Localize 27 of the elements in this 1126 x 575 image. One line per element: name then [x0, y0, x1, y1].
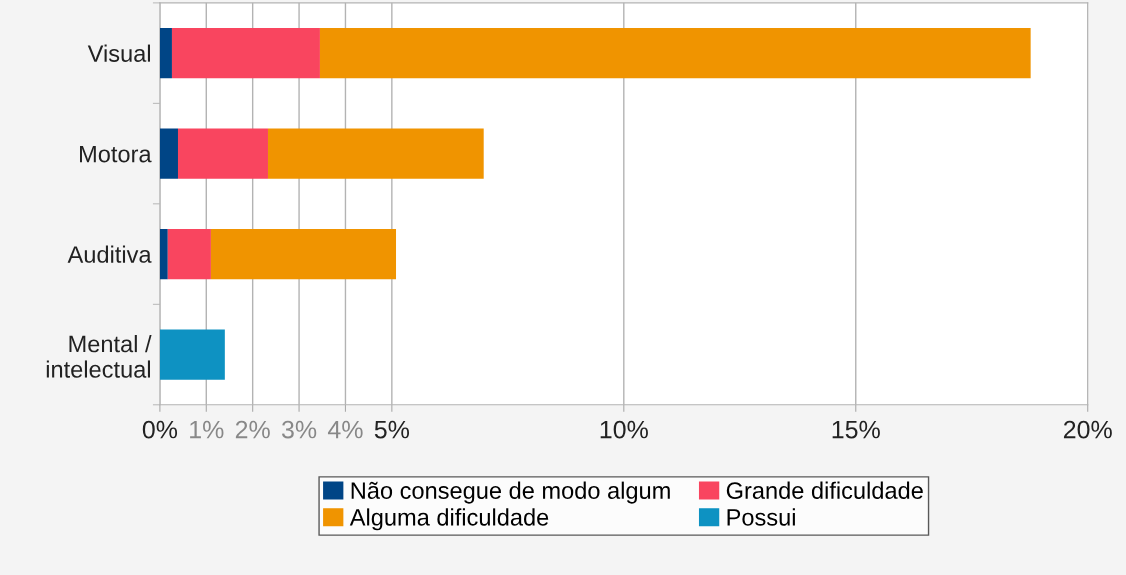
legend-label: Grande dificuldade [726, 481, 923, 499]
bar [319, 28, 1031, 79]
x-tick-label: 15% [832, 420, 880, 439]
bar [159, 329, 225, 380]
legend-label: Possui [727, 508, 795, 526]
bar [159, 28, 172, 79]
bar [177, 128, 268, 179]
y-tick-label: Visual [87, 44, 150, 62]
y-tick-label: Mental / intelectual [46, 335, 152, 378]
x-tick-label: 20% [1063, 420, 1112, 439]
bar [171, 28, 320, 79]
x-tick-label: 10% [600, 420, 648, 439]
x-tick-label: 5% [374, 420, 410, 439]
bar [210, 228, 397, 280]
x-tick-label: 3% [281, 420, 317, 439]
x-tick-label: 1% [190, 420, 224, 439]
x-tick-label: 0% [142, 420, 178, 439]
y-tick-label: Motora [80, 145, 152, 163]
legend-label: Alguma dificuldade [349, 508, 549, 531]
bar [167, 228, 211, 280]
x-tick-label: 2% [235, 420, 270, 439]
legend-label: Não consegue de modo algum [351, 481, 670, 504]
y-tick-label: Auditiva [67, 245, 152, 263]
bar [267, 128, 484, 179]
x-tick-label: 4% [327, 420, 363, 439]
bar [159, 128, 178, 179]
bar [159, 228, 168, 280]
